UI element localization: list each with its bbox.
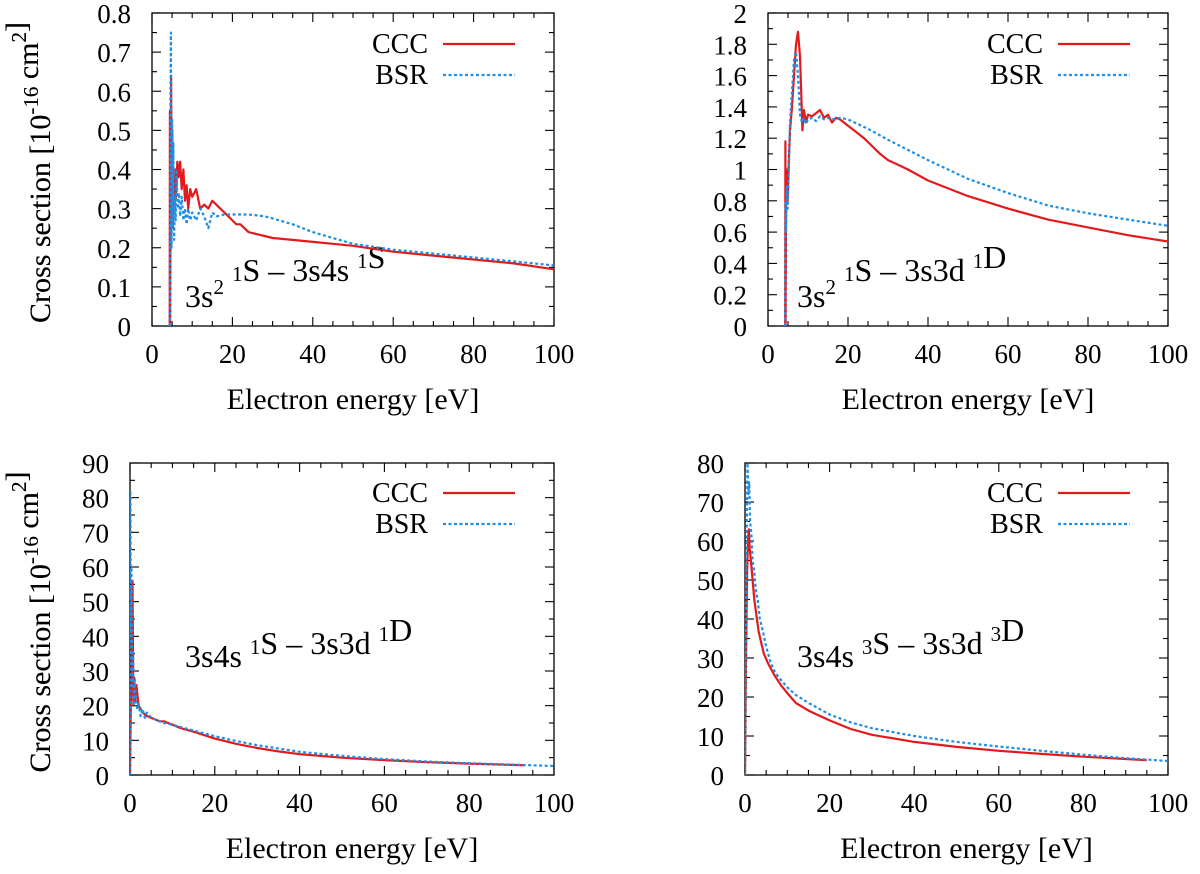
y-tick-label: 0.8 bbox=[713, 187, 747, 217]
y-tick-label: 0.8 bbox=[97, 0, 131, 29]
y-axis-label: Cross section [10-16 cm2] bbox=[0, 472, 57, 773]
y-tick-label: 1.6 bbox=[713, 62, 747, 92]
x-axis-label: Electron energy [eV] bbox=[226, 832, 479, 865]
y-tick-label: 1.4 bbox=[713, 93, 747, 123]
y-tick-label: 1.2 bbox=[713, 124, 747, 154]
y-tick-label: 40 bbox=[82, 622, 109, 652]
series-line-bsr bbox=[745, 463, 1168, 775]
transition-label: 3s2 1S – 3s3d 1D bbox=[797, 239, 1006, 314]
y-tick-label: 70 bbox=[82, 518, 109, 548]
x-tick-label: 40 bbox=[901, 788, 928, 818]
x-tick-label: 40 bbox=[915, 339, 942, 369]
series-line-ccc bbox=[745, 528, 1147, 775]
legend-label-bsr: BSR bbox=[990, 509, 1043, 540]
legend-label-ccc: CCC bbox=[372, 478, 428, 509]
x-tick-label: 40 bbox=[286, 788, 313, 818]
x-tick-label: 100 bbox=[534, 788, 575, 818]
x-tick-label: 60 bbox=[380, 339, 407, 369]
x-tick-label: 0 bbox=[761, 339, 775, 369]
x-tick-label: 0 bbox=[123, 788, 137, 818]
series-line-bsr bbox=[168, 31, 554, 326]
x-tick-label: 80 bbox=[460, 339, 487, 369]
x-axis-label: Electron energy [eV] bbox=[842, 383, 1095, 416]
y-tick-label: 0.6 bbox=[713, 218, 747, 248]
x-tick-label: 60 bbox=[985, 788, 1012, 818]
x-tick-label: 60 bbox=[371, 788, 398, 818]
y-tick-label: 0 bbox=[118, 312, 132, 342]
y-tick-label: 30 bbox=[697, 644, 724, 674]
y-tick-label: 80 bbox=[82, 484, 109, 514]
y-axis-label: Cross section [10-16 cm2] bbox=[0, 472, 57, 773]
y-tick-label: 0.1 bbox=[97, 273, 131, 303]
x-tick-label: 20 bbox=[816, 788, 843, 818]
x-tick-label: 20 bbox=[201, 788, 228, 818]
x-tick-label: 100 bbox=[1148, 339, 1189, 369]
y-tick-label: 0.6 bbox=[97, 77, 131, 107]
y-tick-label: 0 bbox=[734, 312, 748, 342]
legend-label-bsr: BSR bbox=[375, 509, 428, 540]
x-tick-label: 80 bbox=[456, 788, 483, 818]
x-axis-label: Electron energy [eV] bbox=[840, 832, 1093, 865]
chart-panel-1: 0 20 40 60 80 100 0 0.1 0.2 0.3 0.4 0.5 0.6 0.7 0.8 Ele… bbox=[0, 0, 574, 416]
y-tick-label: 0.5 bbox=[97, 116, 131, 146]
x-tick-label: 100 bbox=[1148, 788, 1189, 818]
y-tick-label: 1.8 bbox=[713, 30, 747, 60]
y-tick-label: 40 bbox=[697, 605, 724, 635]
legend-label-ccc: CCC bbox=[987, 29, 1043, 60]
series-line-bsr bbox=[130, 489, 554, 775]
x-tick-label: 0 bbox=[145, 339, 159, 369]
x-tick-label: 0 bbox=[738, 788, 752, 818]
chart-panel-2: 0 20 40 60 80 10000.20.40.60.811.21.41.61.82E… bbox=[0, 0, 1188, 416]
y-tick-label: 50 bbox=[697, 566, 724, 596]
legend-label-bsr: BSR bbox=[990, 60, 1043, 91]
y-axis-label: Cross section [10-16 cm2] bbox=[0, 22, 57, 323]
y-tick-label: 0.7 bbox=[97, 38, 131, 68]
y-tick-label: 1 bbox=[734, 156, 748, 186]
series-line-ccc bbox=[130, 579, 525, 775]
y-tick-label: 20 bbox=[82, 692, 109, 722]
y-tick-label: 60 bbox=[82, 553, 109, 583]
transition-label: 3s2 1S – 3s4s 1S bbox=[185, 239, 385, 314]
x-tick-label: 60 bbox=[995, 339, 1022, 369]
y-tick-label: 10 bbox=[697, 722, 724, 752]
chart-panel-3: 0 20 40 60 80 100 0 10 20 30 40 50 60 70 80 90 Electron … bbox=[0, 449, 574, 865]
y-tick-label: 0 bbox=[96, 761, 110, 791]
y-tick-label: 90 bbox=[82, 449, 109, 479]
y-tick-label: 30 bbox=[82, 657, 109, 687]
x-axis-label: Electron energy [eV] bbox=[227, 383, 480, 416]
y-tick-label: 80 bbox=[697, 449, 724, 479]
series-line-ccc bbox=[784, 30, 1168, 326]
y-tick-label: 0.4 bbox=[97, 156, 131, 186]
y-tick-label: 0.3 bbox=[97, 195, 131, 225]
series-line-bsr bbox=[784, 50, 1168, 326]
y-tick-label: 70 bbox=[697, 488, 724, 518]
plot-frame bbox=[129, 462, 555, 776]
legend-label-ccc: CCC bbox=[987, 478, 1043, 509]
y-tick-label: 50 bbox=[82, 588, 109, 618]
plot-frame bbox=[744, 462, 1169, 776]
x-tick-label: 100 bbox=[534, 339, 575, 369]
y-tick-label: 0.2 bbox=[713, 281, 747, 311]
y-tick-label: 0.2 bbox=[97, 234, 131, 264]
y-tick-label: 2 bbox=[734, 0, 748, 29]
legend-label-ccc: CCC bbox=[372, 29, 428, 60]
transition-label: 3s4s 1S – 3s3d 1D bbox=[185, 612, 412, 674]
y-tick-label: 0.4 bbox=[713, 249, 747, 279]
transition-label: 3s4s 3S – 3s3d 3D bbox=[797, 612, 1024, 674]
x-tick-label: 20 bbox=[219, 339, 246, 369]
y-axis-label: Cross section [10-16 cm2] bbox=[0, 22, 57, 323]
y-tick-label: 10 bbox=[82, 726, 109, 756]
x-tick-label: 80 bbox=[1070, 788, 1097, 818]
x-tick-label: 80 bbox=[1075, 339, 1102, 369]
y-tick-label: 20 bbox=[697, 683, 724, 713]
y-tick-label: 0 bbox=[711, 761, 725, 791]
x-tick-label: 40 bbox=[299, 339, 326, 369]
y-tick-label: 60 bbox=[697, 527, 724, 557]
legend-label-bsr: BSR bbox=[375, 60, 428, 91]
x-tick-label: 20 bbox=[835, 339, 862, 369]
